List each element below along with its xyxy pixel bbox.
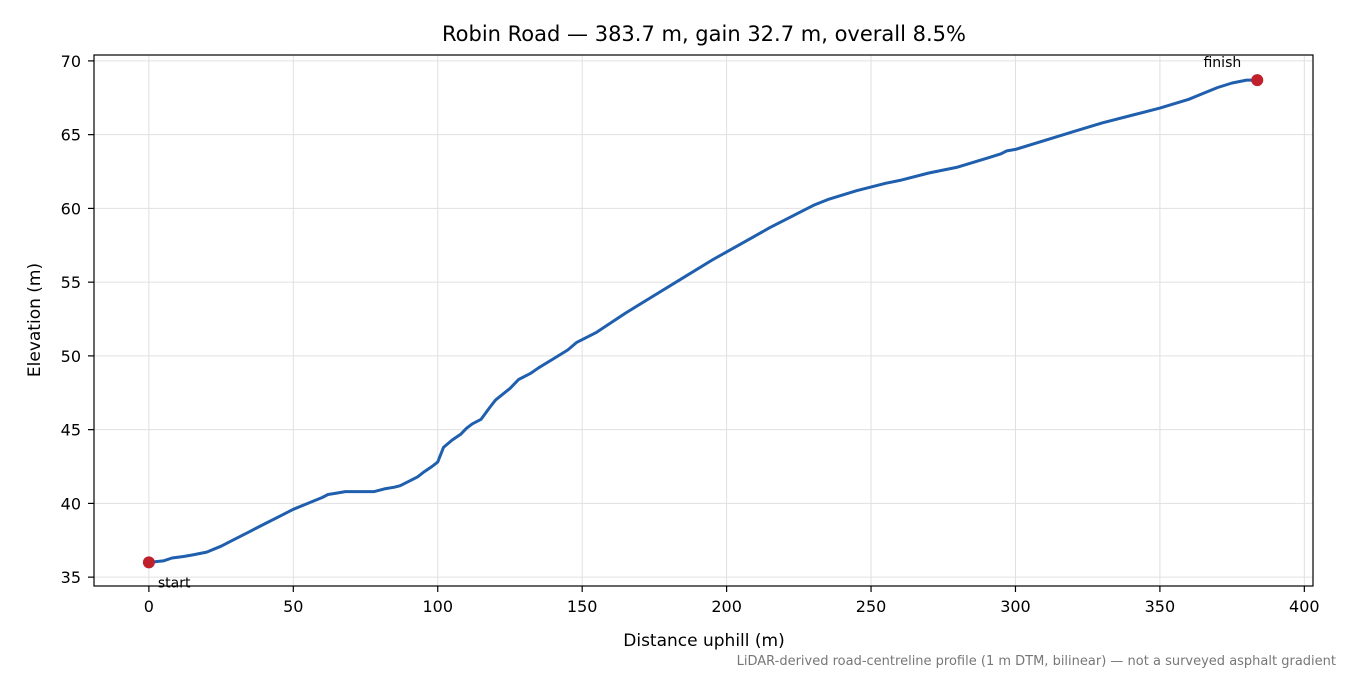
- start-marker: [142, 556, 155, 569]
- series-layer: start finish: [142, 55, 1264, 591]
- elevation-line: [147, 78, 1259, 564]
- finish-marker: [1251, 74, 1264, 87]
- x-tick-label: 0: [144, 597, 154, 616]
- y-tick-label: 60: [61, 199, 81, 218]
- x-tick-label: 50: [283, 597, 303, 616]
- finish-label: finish: [1203, 55, 1241, 71]
- x-tick-label: 100: [422, 597, 453, 616]
- plot-frame: [93, 54, 1314, 587]
- start-label: start: [158, 575, 191, 591]
- x-tick-label: 250: [856, 597, 887, 616]
- x-tick-label: 400: [1289, 597, 1320, 616]
- y-tick-label: 50: [61, 347, 81, 366]
- x-tick-label: 350: [1145, 597, 1176, 616]
- footnote: LiDAR-derived road-centreline profile (1…: [737, 654, 1336, 669]
- x-axis-title: Distance uphill (m): [623, 631, 784, 651]
- y-tick-label: 70: [61, 52, 81, 71]
- x-tick-label: 300: [1000, 597, 1031, 616]
- y-tick-label: 45: [61, 421, 81, 440]
- y-tick-label: 40: [61, 494, 81, 513]
- y-tick-label: 55: [61, 273, 81, 292]
- y-axis-title: Elevation (m): [25, 263, 45, 377]
- chart-title: Robin Road — 383.7 m, gain 32.7 m, overa…: [442, 22, 966, 46]
- axis-ticks: 0 50 100 150 200 250 300 350 400 35 40 45 50 55 60 65 70: [61, 52, 1320, 616]
- grid-lines: [94, 55, 1313, 586]
- y-tick-label: 65: [61, 126, 81, 145]
- x-tick-label: 200: [711, 597, 742, 616]
- y-tick-label: 35: [61, 568, 81, 587]
- x-tick-label: 150: [567, 597, 598, 616]
